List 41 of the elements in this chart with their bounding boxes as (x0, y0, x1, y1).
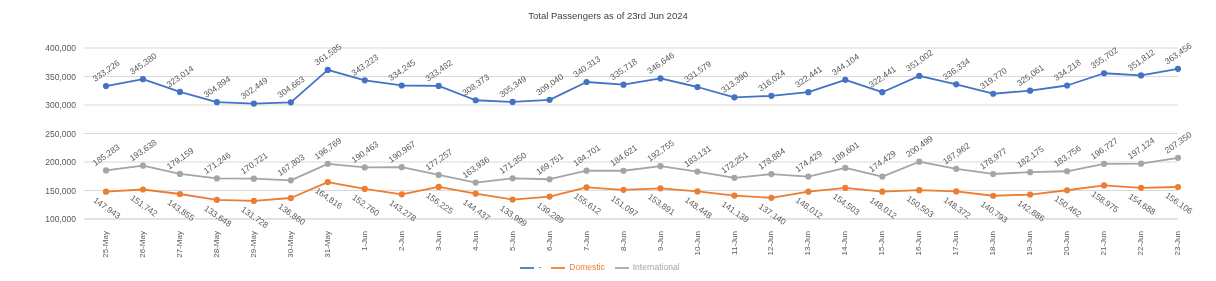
x-tick-label: 6-Jun (544, 231, 554, 252)
x-tick-label: 23-Jun (1173, 231, 1183, 256)
x-tick-label: 4-Jun (470, 231, 480, 252)
y-tick-label: 150,000 (45, 185, 77, 196)
x-tick-label: 10-Jun (692, 231, 702, 256)
x-tick-label: 5-Jun (507, 231, 517, 252)
y-tick-label: 100,000 (45, 214, 77, 225)
x-tick-label: 15-Jun (877, 231, 887, 256)
x-tick-label: 29-May (248, 231, 258, 258)
x-tick-label: 7-Jun (581, 231, 591, 252)
legend-label: - (538, 262, 542, 273)
x-tick-label: 30-May (285, 231, 295, 258)
y-tick-label: 200,000 (45, 157, 77, 168)
x-tick-label: 20-Jun (1062, 231, 1072, 256)
x-tick-label: 3-Jun (433, 231, 443, 252)
x-tick-label: 27-May (175, 231, 185, 258)
x-tick-label: 1-Jun (359, 231, 369, 252)
y-tick-label: 400,000 (45, 43, 77, 54)
x-tick-label: 18-Jun (988, 231, 998, 256)
x-tick-label: 9-Jun (655, 231, 665, 252)
x-tick-label: 12-Jun (766, 231, 776, 256)
x-tick-label: 31-May (322, 231, 332, 258)
x-tick-label: 16-Jun (914, 231, 924, 256)
x-tick-label: 8-Jun (618, 231, 628, 252)
x-tick-label: 21-Jun (1099, 231, 1109, 256)
legend-label: International (632, 262, 680, 273)
x-tick-label: 22-Jun (1136, 231, 1146, 256)
y-tick-label: 350,000 (45, 71, 77, 82)
chart-title: Total Passengers as of 23rd Jun 2024 (527, 9, 689, 23)
x-tick-label: 17-Jun (951, 231, 961, 256)
x-tick-label: 13-Jun (803, 231, 813, 256)
x-tick-label: 14-Jun (840, 231, 850, 256)
x-tick-label: 25-May (101, 231, 111, 258)
y-tick-label: 300,000 (45, 100, 77, 111)
legend-label: Domestic (569, 262, 605, 273)
y-tick-label: 250,000 (45, 128, 77, 139)
x-tick-label: 26-May (138, 231, 148, 258)
x-tick-label: 19-Jun (1025, 231, 1035, 256)
x-tick-label: 28-May (212, 231, 222, 258)
x-tick-label: 2-Jun (396, 231, 406, 252)
x-tick-label: 11-Jun (729, 231, 739, 255)
